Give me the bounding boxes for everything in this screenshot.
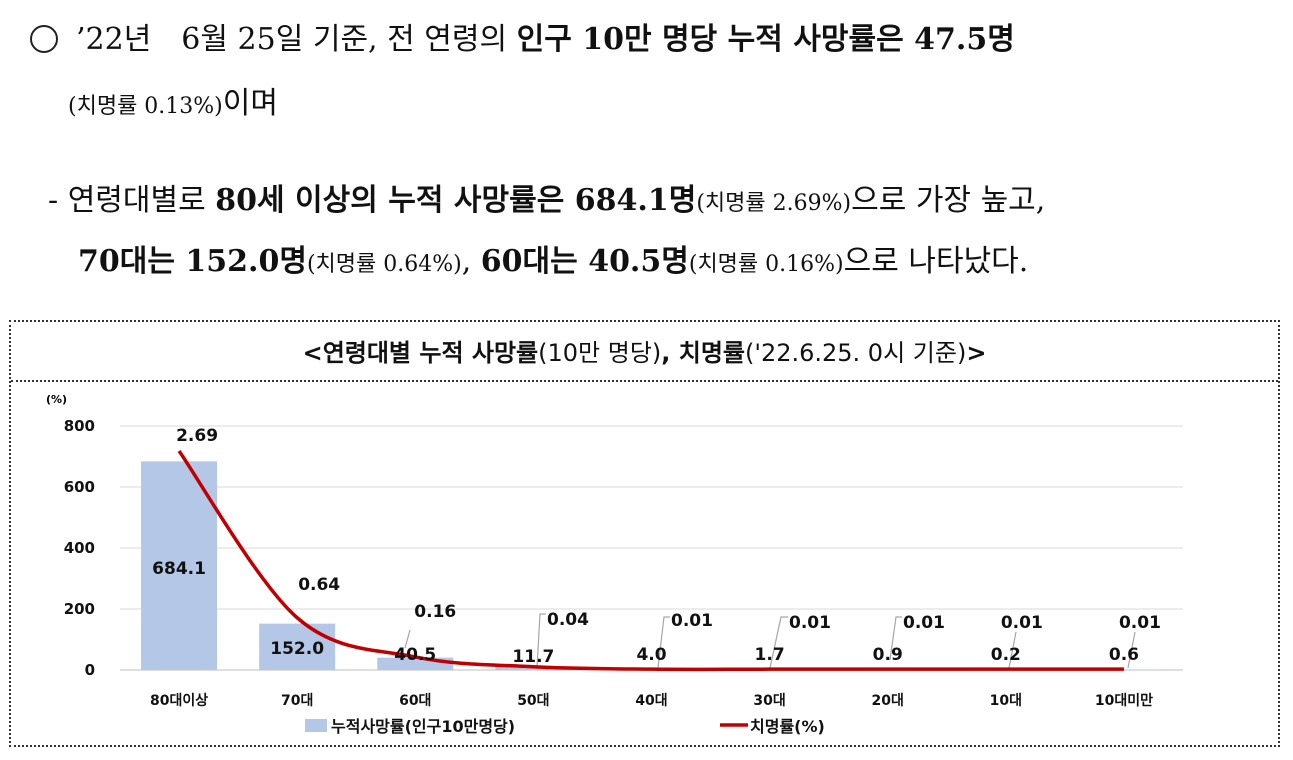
x-tick-label: 30대: [753, 693, 785, 709]
age-detail-b: 80세 이상의 누적 사망률은 684.1명: [215, 183, 697, 218]
age-detail-line-1: - 연령대별로 80세 이상의 누적 사망률은 684.1명(치명률 2.69%…: [48, 172, 1045, 233]
bar-value-label: 152.0: [270, 639, 324, 659]
leader-line: [889, 616, 902, 661]
summary-end: 이며: [222, 86, 278, 121]
fatality-value-label: 0.01: [671, 611, 713, 631]
chart-title: <연령대별 누적 사망률(10만 명당), 치명률('22.6.25. 0시 기…: [11, 322, 1278, 382]
fatality-value-label: 0.01: [903, 613, 945, 633]
bar-value-label: 4.0: [636, 645, 666, 665]
leader-line: [1127, 631, 1136, 669]
fatality-value-label: 2.69: [176, 426, 218, 446]
legend-bar-label: 누적사망률(인구10만명당): [331, 717, 515, 736]
bar-value-label: 0.9: [873, 645, 903, 665]
leader-line: [769, 616, 788, 669]
bar-80대이상: [141, 461, 218, 670]
leader-lines: [404, 613, 1136, 669]
age-detail-g: ,: [461, 244, 481, 279]
summary-line-1: ’22년 6월 25일 기준, 전 연령의 인구 10만 명당 누적 사망률은 …: [30, 18, 1290, 62]
fatality-curve: [177, 449, 1124, 672]
summary-paragraph: ’22년 6월 25일 기준, 전 연령의 인구 10만 명당 누적 사망률은 …: [30, 18, 1290, 62]
chart-title-d: ('22.6.25. 0시 기준): [744, 339, 967, 367]
bar-value-label: 1.7: [755, 645, 785, 665]
axis-labels: (%) 0 200 400 600 800 80대이상 70대 60대 50대 40대 30대 20대 1…: [46, 393, 1153, 709]
legend-bar-swatch: [305, 719, 327, 732]
fatality-line: [177, 449, 1124, 672]
legend: 누적사망률(인구10만명당) 치명률(%): [305, 717, 825, 736]
y-tick-label: 600: [64, 478, 95, 496]
bar-value-label: 0.6: [1109, 645, 1139, 665]
x-tick-label: 20대: [872, 693, 904, 709]
y-unit-label: (%): [46, 393, 67, 406]
chart-title-a: <연령대별 누적 사망률: [302, 339, 539, 367]
legend-line-label: 치명률(%): [750, 717, 825, 736]
x-tick-label: 60대: [399, 693, 431, 709]
x-tick-label: 50대: [517, 693, 549, 709]
x-tick-label: 10대: [990, 693, 1022, 709]
leader-line: [657, 616, 670, 669]
age-detail-e: 70대는 152.0명: [78, 244, 307, 279]
bar-value-label: 11.7: [512, 647, 554, 667]
x-tick-label: 40대: [635, 693, 667, 709]
age-detail-i: (치명률 0.16%): [688, 252, 844, 277]
fatality-value-label: 0.64: [298, 575, 340, 595]
y-tick-label: 0: [85, 661, 95, 679]
dash-mark: -: [48, 183, 68, 218]
chart-box: <연령대별 누적 사망률(10만 명당), 치명률('22.6.25. 0시 기…: [9, 320, 1280, 747]
bar-70대: [259, 623, 336, 670]
circle-bullet-icon: [30, 25, 58, 53]
y-tick-label: 200: [64, 600, 95, 618]
y-tick-label: 800: [64, 417, 95, 435]
age-detail-h: 60대는 40.5명: [480, 244, 689, 279]
fatality-value-label: 0.01: [789, 613, 831, 633]
fatality-value-label: 0.04: [547, 610, 589, 630]
chart-title-b: (10만 명당): [538, 339, 662, 367]
bar-value-label: 40.5: [394, 645, 436, 665]
bar-value-label: 684.1: [152, 559, 206, 579]
bar-value-label: 0.2: [991, 645, 1021, 665]
summary-line-2: (치명률 0.13%)이며: [68, 84, 278, 127]
summary-text-a: ’22년 6월 25일 기준, 전 연령의: [76, 22, 517, 57]
y-tick-label: 400: [64, 539, 95, 557]
leader-line: [404, 629, 411, 649]
age-detail-f: (치명률 0.64%): [306, 252, 462, 277]
fatality-value-label: 0.01: [1119, 613, 1161, 633]
leader-line: [1008, 631, 1017, 669]
age-detail-c: (치명률 2.69%): [696, 191, 852, 216]
fatality-value-label: 0.16: [414, 602, 456, 622]
x-tick-label: 70대: [281, 693, 313, 709]
fatality-value-label: 0.01: [1001, 613, 1043, 633]
summary-text-b: 인구 10만 명당 누적 사망률은 47.5명: [516, 22, 1015, 57]
chart-title-e: >: [966, 339, 987, 367]
age-detail-paragraph: - 연령대별로 80세 이상의 누적 사망률은 684.1명(치명률 2.69%…: [48, 172, 1045, 294]
data-labels: 684.1 152.0 40.5 11.7 4.0 1.7 0.9 0.2 0.6 2.69 0.6…: [152, 426, 1161, 667]
summary-fatality: (치명률 0.13%): [68, 94, 223, 119]
chart-title-c: , 치명률: [661, 339, 745, 367]
age-detail-j: 으로 나타났다.: [843, 244, 1029, 279]
leader-line: [536, 613, 546, 669]
x-tick-label: 80대이상: [150, 692, 208, 709]
age-detail-d: 으로 가장 높고,: [851, 183, 1046, 218]
age-detail-line-2: 70대는 152.0명(치명률 0.64%), 60대는 40.5명(치명률 0…: [48, 233, 1045, 294]
x-tick-label: 10대미만: [1095, 693, 1153, 709]
age-detail-a: 연령대별로: [67, 183, 216, 218]
